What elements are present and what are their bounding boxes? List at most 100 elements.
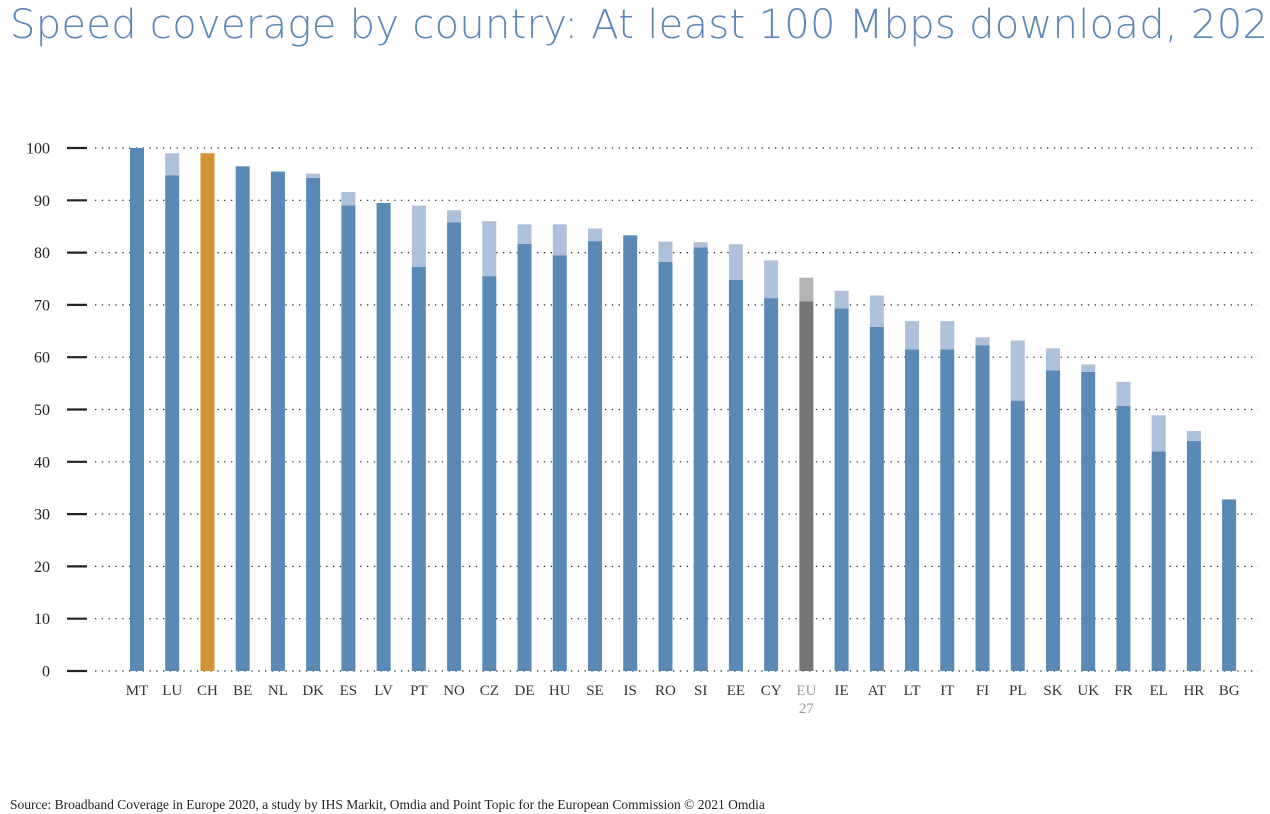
y-tick-label: 10	[34, 611, 50, 628]
bar-se-top	[587, 228, 602, 242]
y-tick-label: 60	[34, 350, 50, 367]
bar-be-base	[235, 166, 250, 671]
bar-fr-top	[1116, 381, 1131, 406]
x-tick-label: IT	[940, 683, 954, 699]
x-tick-label: LU	[162, 683, 182, 699]
bar-cy-top	[764, 260, 779, 299]
y-tick-label: 0	[42, 664, 50, 681]
chart-title: Speed coverage by country: At least 100 …	[10, 2, 1270, 48]
bar-eu-27-top	[799, 277, 814, 302]
source-note: Source: Broadband Coverage in Europe 202…	[10, 797, 765, 812]
x-tick-label: FI	[976, 683, 989, 699]
x-tick-label: PL	[1009, 683, 1027, 699]
y-tick-label: 20	[34, 559, 50, 576]
bar-lt-top	[905, 321, 920, 350]
x-tick-label: AT	[868, 683, 886, 699]
x-tick-label: PT	[410, 683, 428, 699]
x-tick-label: CZ	[480, 683, 499, 699]
bar-pt-base	[411, 266, 426, 671]
x-tick-label: DK	[302, 683, 324, 699]
bar-si-top	[693, 242, 708, 248]
bar-ie-top	[834, 290, 849, 309]
bar-si-base	[693, 247, 708, 671]
bar-ee-base	[728, 279, 743, 671]
x-tick-label: LT	[904, 683, 921, 699]
bar-lu-base	[165, 175, 180, 672]
x-tick-label: SI	[694, 683, 707, 699]
bar-sk-base	[1045, 370, 1060, 671]
bar-sk-top	[1045, 348, 1060, 371]
bar-dk-top	[306, 173, 321, 178]
bar-is-base	[623, 235, 638, 671]
bar-at-top	[869, 295, 884, 327]
bar-dk-base	[306, 177, 321, 671]
y-axis: 0 10 20 30 40 50 60 70 80 90 100	[26, 141, 87, 681]
x-tick-label: ES	[340, 683, 358, 699]
bars	[130, 148, 1237, 672]
x-tick-label: LV	[374, 683, 393, 699]
bar-ro-base	[658, 262, 673, 671]
y-tick-label: 80	[34, 245, 50, 262]
x-tick-label: SK	[1043, 683, 1062, 699]
x-tick-label: SE	[586, 683, 604, 699]
x-tick-label: FR	[1114, 683, 1132, 699]
bar-el-base	[1151, 451, 1166, 671]
bar-el-top	[1151, 415, 1166, 452]
x-tick-label: BG	[1219, 683, 1240, 699]
bar-nl-base	[270, 171, 285, 671]
y-tick-label: 100	[26, 141, 50, 158]
bar-cz-top	[482, 221, 497, 277]
x-tick-label: MT	[126, 683, 149, 699]
bar-uk-top	[1081, 364, 1096, 372]
bar-it-base	[940, 349, 955, 671]
x-tick-label: EL	[1150, 683, 1168, 699]
bar-pl-top	[1010, 340, 1025, 401]
y-tick-label: 40	[34, 454, 50, 471]
bar-es-top	[341, 191, 356, 206]
bar-chart: 0 10 20 30 40 50 60 70 80 90 100 MT LU CH BE NL DK ES LV P…	[26, 141, 1258, 717]
bar-lv-base	[376, 202, 391, 672]
bar-hr-top	[1186, 430, 1201, 441]
x-tick-label: HU	[549, 683, 571, 699]
x-tick-label: UK	[1077, 683, 1099, 699]
bar-ch-base	[200, 153, 215, 672]
bar-mt-base	[130, 148, 144, 671]
bar-ie-base	[834, 308, 849, 671]
bar-pt-top	[411, 205, 426, 267]
x-tick-label: 27	[799, 701, 815, 717]
x-axis: MT LU CH BE NL DK ES LV PT NO CZ DE HU SE IS RO SI EE CY EU…	[126, 683, 1240, 717]
x-tick-label: CH	[197, 683, 218, 699]
bar-it-top	[940, 321, 955, 350]
bar-at-base	[869, 326, 884, 671]
bar-fi-top	[975, 337, 990, 346]
bar-hr-base	[1186, 440, 1201, 671]
bar-es-base	[341, 205, 356, 671]
bar-no-top	[447, 210, 462, 223]
bar-ro-top	[658, 241, 673, 263]
bar-fi-base	[975, 345, 990, 671]
bar-hu-top	[552, 224, 567, 256]
y-tick-label: 50	[34, 402, 50, 419]
x-tick-label: EU	[796, 683, 816, 699]
y-tick-label: 30	[34, 507, 50, 524]
x-tick-label: IE	[835, 683, 849, 699]
x-tick-label: HR	[1183, 683, 1204, 699]
bar-cz-base	[482, 276, 497, 671]
bar-eu-27-base	[799, 301, 814, 671]
x-tick-label: RO	[655, 683, 676, 699]
bar-cy-base	[764, 298, 779, 671]
bar-de-top	[517, 224, 532, 244]
bar-bg-base	[1222, 499, 1237, 671]
bar-de-base	[517, 243, 532, 672]
bar-lu-top	[165, 153, 180, 176]
x-tick-label: BE	[233, 683, 252, 699]
bar-uk-base	[1081, 371, 1096, 671]
x-tick-label: NO	[443, 683, 465, 699]
bar-ee-top	[728, 244, 743, 280]
bar-fr-base	[1116, 405, 1131, 671]
x-tick-label: CY	[761, 683, 782, 699]
x-tick-label: EE	[727, 683, 745, 699]
x-tick-label: NL	[268, 683, 288, 699]
y-tick-label: 90	[34, 193, 50, 210]
x-tick-label: IS	[624, 683, 637, 699]
